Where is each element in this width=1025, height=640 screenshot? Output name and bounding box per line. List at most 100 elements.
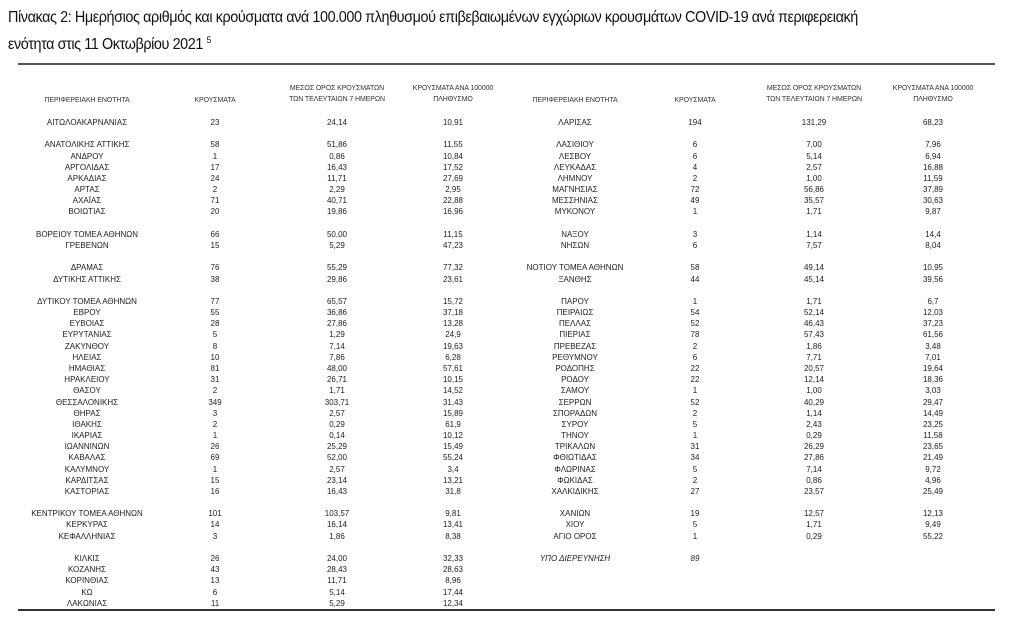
cell-per100k: 13,41 bbox=[442, 520, 464, 530]
cell-cases: 26 bbox=[210, 554, 220, 564]
cell-cases: 349 bbox=[208, 397, 222, 407]
cell-region: ΚΕΝΤΡΙΚΟΥ ΤΟΜΕΑ ΑΘΗΝΩΝ bbox=[31, 509, 143, 519]
cell-cases: 3 bbox=[212, 531, 218, 541]
cell-region: ΚΑΒΑΛΑΣ bbox=[68, 453, 106, 463]
cell-cases: 2 bbox=[692, 173, 698, 183]
cell-region: ΑΝΑΤΟΛΙΚΗΣ ΑΤΤΙΚΗΣ bbox=[44, 140, 130, 150]
cell-region: ΘΗΡΑΣ bbox=[73, 408, 101, 418]
cell-avg7: 7,86 bbox=[329, 352, 345, 362]
cell-region: ΛΑΣΙΘΙΟΥ bbox=[556, 140, 594, 150]
cell-cases: 5 bbox=[692, 419, 698, 429]
cell-avg7: 27,86 bbox=[803, 453, 825, 463]
cell-region: ΝΟΤΙΟΥ ΤΟΜΕΑ ΑΘΗΝΩΝ bbox=[526, 263, 624, 273]
cell-per100k: 10,84 bbox=[442, 151, 464, 161]
cell-cases: 2 bbox=[692, 341, 698, 351]
cell-region: ΧΑΛΚΙΔΙΚΗΣ bbox=[551, 486, 599, 496]
cell-avg7: 45,14 bbox=[803, 274, 825, 284]
cell-avg7: 55,29 bbox=[326, 263, 348, 273]
header-region: ΠΕΡΙΦΕΡΕΙΑΚΗ ΕΝΟΤΗΤΑ bbox=[532, 97, 618, 104]
cell-per100k: 23,61 bbox=[442, 274, 464, 284]
cell-cases: 2 bbox=[692, 475, 698, 485]
cell-per100k: 55,24 bbox=[442, 453, 464, 463]
cell-per100k: 19,64 bbox=[922, 363, 944, 373]
cell-region: ΙΩΑΝΝΙΝΩΝ bbox=[64, 442, 110, 452]
cell-per100k: 24,9 bbox=[445, 330, 461, 340]
cell-per100k: 31,43 bbox=[442, 397, 464, 407]
cell-per100k: 7,01 bbox=[925, 352, 941, 362]
cell-cases: 3 bbox=[692, 229, 698, 239]
cell-region: ΗΡΑΚΛΕΙΟΥ bbox=[64, 375, 110, 385]
cell-per100k: 8,04 bbox=[925, 240, 941, 250]
cell-cases: 15 bbox=[210, 475, 220, 485]
cell-cases: 2 bbox=[212, 386, 218, 396]
cell-per100k: 14,49 bbox=[922, 408, 944, 418]
cell-avg7: 7,00 bbox=[806, 140, 822, 150]
cell-per100k: 61,56 bbox=[922, 330, 944, 340]
cell-cases: 22 bbox=[690, 363, 700, 373]
cell-region: ΞΑΝΘΗΣ bbox=[558, 274, 592, 284]
cell-region: ΒΟΙΩΤΙΑΣ bbox=[68, 207, 106, 217]
cell-avg7: 26,29 bbox=[803, 442, 825, 452]
cell-cases: 1 bbox=[212, 431, 218, 441]
cell-per100k: 8,96 bbox=[445, 576, 461, 586]
cell-avg7: 2,43 bbox=[806, 419, 822, 429]
cell-avg7: 50,00 bbox=[326, 229, 348, 239]
cell-region: ΚΙΛΚΙΣ bbox=[74, 554, 100, 564]
cell-cases: 52 bbox=[690, 397, 700, 407]
cell-region: ΛΕΥΚΑΔΑΣ bbox=[553, 162, 597, 172]
cell-region: ΛΗΜΝΟΥ bbox=[557, 173, 593, 183]
cell-per100k: 3,4 bbox=[447, 464, 459, 474]
cell-region: ΓΡΕΒΕΝΩΝ bbox=[65, 240, 109, 250]
cell-avg7: 2,57 bbox=[329, 408, 345, 418]
cell-per100k: 7,96 bbox=[925, 140, 941, 150]
cell-per100k: 57,61 bbox=[442, 363, 464, 373]
cell-region: ΖΑΚΥΝΘΟΥ bbox=[64, 341, 110, 351]
cell-cases: 1 bbox=[692, 431, 698, 441]
cell-avg7: 5,14 bbox=[806, 151, 822, 161]
cell-per100k: 12,34 bbox=[442, 598, 464, 608]
cell-cases: 49 bbox=[690, 196, 700, 206]
cell-region: ΕΥΡΥΤΑΝΙΑΣ bbox=[62, 330, 112, 340]
cell-per100k: 11,15 bbox=[443, 229, 463, 239]
cell-region: ΚΟΡΙΝΘΙΑΣ bbox=[65, 576, 109, 586]
cell-per100k: 15,89 bbox=[442, 408, 464, 418]
header-per100k-line2: ΠΛΗΘΥΣΜΟ bbox=[913, 96, 953, 103]
cell-cases: 24 bbox=[210, 173, 220, 183]
cell-region: ΔΥΤΙΚΟΥ ΤΟΜΕΑ ΑΘΗΝΩΝ bbox=[37, 296, 137, 306]
cell-cases: 2 bbox=[212, 419, 218, 429]
cell-cases: 20 bbox=[210, 207, 220, 217]
cell-avg7: 0,86 bbox=[329, 151, 345, 161]
cell-per100k: 47,23 bbox=[442, 240, 464, 250]
caption-line-1: Πίνακας 2: Ημερήσιος αριθμός και κρούσμα… bbox=[8, 9, 858, 26]
caption-text: ενότητα στις 11 Οκτωβρίου 2021 bbox=[8, 36, 203, 54]
cell-per100k: 9,49 bbox=[925, 520, 941, 530]
header-cases: ΚΡΟΥΣΜΑΤΑ bbox=[674, 97, 716, 104]
cell-avg7: 40,71 bbox=[326, 196, 348, 206]
header-per100k-line1: ΚΡΟΥΣΜΑΤΑ ΑΝΑ 100000 bbox=[892, 85, 974, 92]
cell-avg7: 36,86 bbox=[326, 308, 348, 318]
cell-region: ΣΑΜΟΥ bbox=[560, 386, 590, 396]
cell-per100k: 39,56 bbox=[922, 274, 944, 284]
cell-avg7: 131,29 bbox=[801, 118, 827, 127]
cell-region: ΗΛΕΙΑΣ bbox=[72, 352, 102, 362]
cell-avg7: 1,29 bbox=[329, 330, 345, 340]
footnote-marker: 5 bbox=[206, 35, 212, 45]
cell-cases: 2 bbox=[692, 408, 698, 418]
cell-region: ΛΑΡΙΣΑΣ bbox=[558, 118, 592, 127]
cell-cases: 81 bbox=[210, 363, 220, 373]
cell-region: ΜΥΚΟΝΟΥ bbox=[554, 207, 596, 217]
cell-avg7: 7,14 bbox=[806, 464, 822, 474]
cell-region: ΗΜΑΘΙΑΣ bbox=[68, 363, 106, 373]
cell-avg7: 24,00 bbox=[326, 554, 348, 564]
cell-per100k: 22,88 bbox=[442, 196, 464, 206]
cell-cases: 6 bbox=[212, 587, 218, 597]
cell-region: ΔΥΤΙΚΗΣ ΑΤΤΙΚΗΣ bbox=[53, 274, 121, 284]
cell-cases: 31 bbox=[690, 442, 700, 452]
cell-region: ΑΧΑΪΑΣ bbox=[72, 196, 102, 206]
cell-region: ΧΙΟΥ bbox=[565, 520, 585, 530]
bottom-rule bbox=[18, 609, 995, 611]
cell-cases: 13 bbox=[210, 576, 220, 586]
cell-avg7: 46,43 bbox=[803, 319, 825, 329]
cell-avg7: 24,14 bbox=[326, 118, 348, 127]
cell-per100k: 6,7 bbox=[927, 296, 939, 306]
